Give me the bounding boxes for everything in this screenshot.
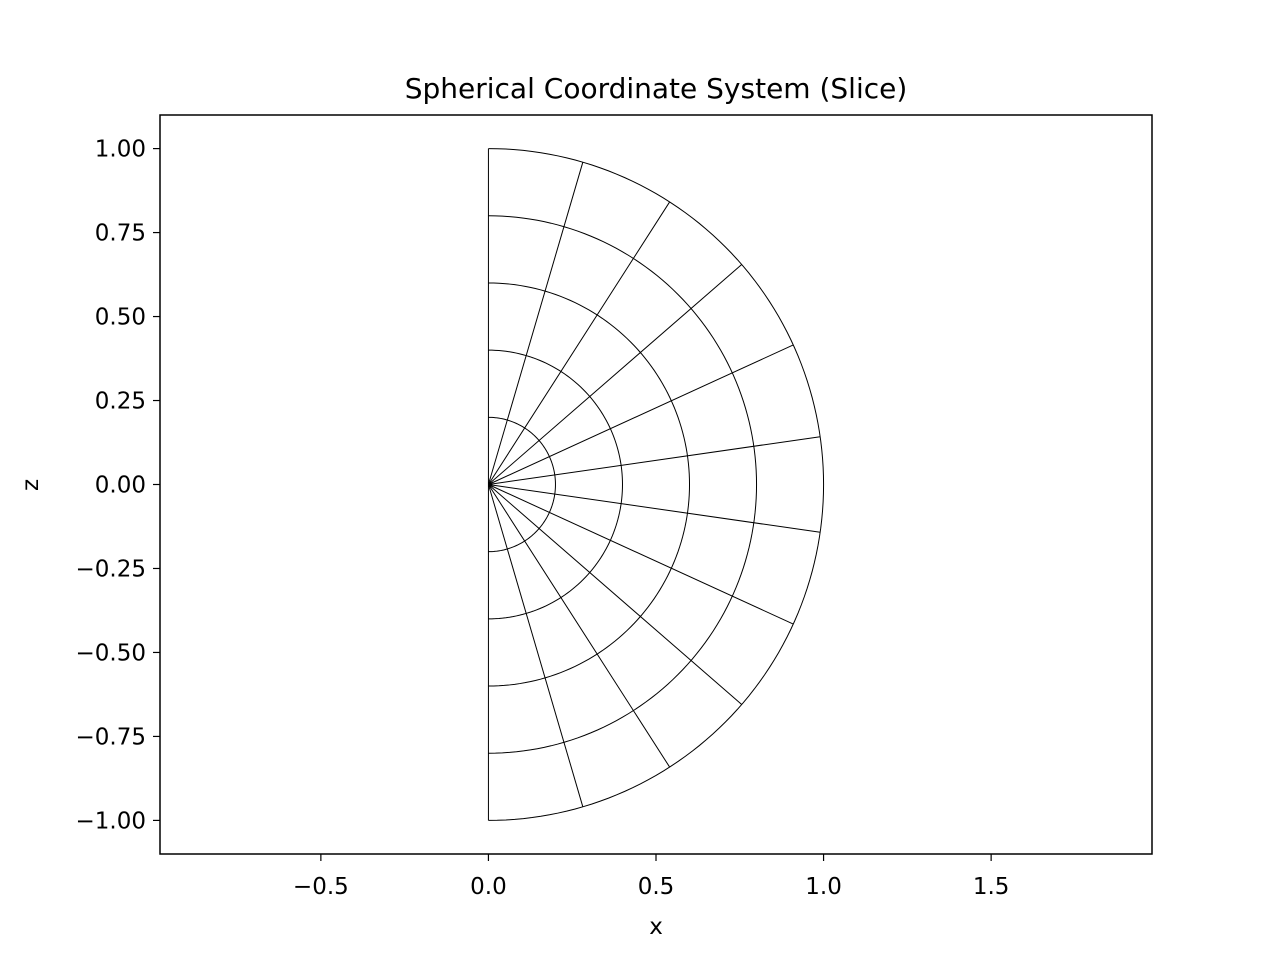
radial-line-6 [488, 484, 821, 533]
x-tick-label: 1.0 [805, 874, 842, 900]
y-axis-label: z [18, 479, 44, 491]
radius-arc-3 [488, 215, 758, 754]
x-tick-label: 0.5 [638, 874, 675, 900]
y-tick-label: −1.00 [76, 808, 146, 834]
plot-area [487, 148, 825, 821]
radial-line-3 [488, 264, 743, 485]
y-tick-label: 0.00 [95, 473, 146, 499]
y-tick-label: −0.75 [76, 724, 146, 750]
x-tick-label: 1.5 [973, 874, 1010, 900]
y-tick-label: 1.00 [95, 137, 146, 163]
y-tick-label: 0.25 [95, 389, 146, 415]
radial-line-7 [488, 484, 794, 625]
x-axis-ticks: −0.5 0.0 0.5 1.0 1.5 [293, 854, 1009, 900]
radial-line-9 [488, 484, 671, 768]
radius-arc-4 [488, 148, 825, 821]
x-tick-label: 0.0 [470, 874, 507, 900]
chart-title: Spherical Coordinate System (Slice) [405, 72, 908, 105]
y-tick-label: −0.50 [76, 640, 146, 666]
y-tick-label: −0.25 [76, 556, 146, 582]
radial-line-1 [487, 162, 584, 485]
x-axis-label: x [649, 914, 663, 940]
y-tick-label: 0.75 [95, 221, 146, 247]
x-tick-label: −0.5 [293, 874, 349, 900]
radius-arc-0 [488, 416, 556, 553]
radius-arc-1 [488, 349, 623, 620]
radial-line-8 [488, 484, 743, 705]
radial-line-5 [488, 436, 821, 485]
radial-line-10 [487, 484, 584, 807]
radial-line-2 [488, 201, 671, 485]
radius-arc-2 [488, 282, 691, 687]
radial-line-4 [488, 344, 794, 485]
y-tick-label: 0.50 [95, 305, 146, 331]
y-axis-ticks: 1.00 0.75 0.50 0.25 0.00 −0.25 −0.50 −0.75 −1.00 [76, 137, 160, 834]
